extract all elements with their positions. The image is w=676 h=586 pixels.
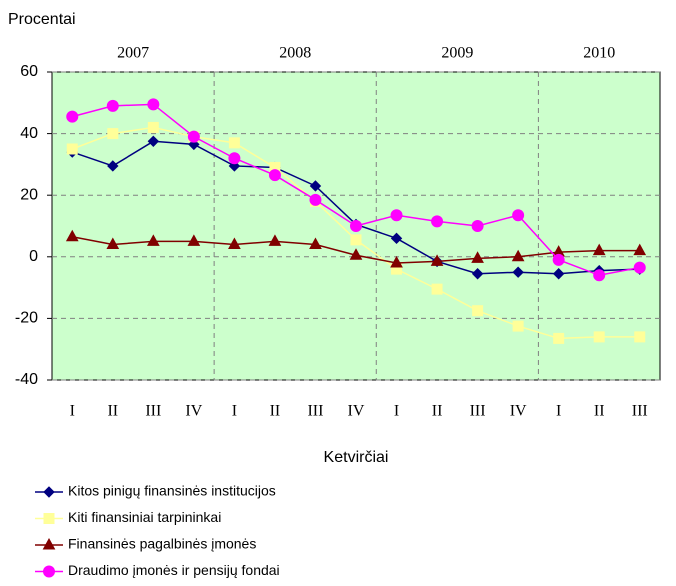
- y-tick-label: -40: [15, 371, 38, 388]
- marker: [633, 261, 646, 274]
- marker: [43, 565, 55, 578]
- marker: [106, 237, 120, 249]
- marker: [390, 255, 403, 268]
- marker: [228, 237, 241, 249]
- marker: [471, 251, 484, 263]
- marker: [106, 99, 119, 112]
- marker: [147, 98, 160, 111]
- y-tick-label: 0: [29, 248, 38, 265]
- marker: [553, 332, 565, 344]
- marker: [146, 234, 160, 246]
- x-tick-label: III: [470, 403, 486, 420]
- group-label: 2010: [583, 45, 615, 62]
- y-tick-label: -20: [15, 310, 38, 327]
- marker: [147, 135, 160, 148]
- legend-label: Kiti finansiniai tarpininkai: [68, 509, 221, 525]
- marker: [147, 121, 159, 133]
- x-tick-label: I: [232, 403, 237, 420]
- group-label: 2008: [279, 45, 311, 62]
- legend-label: Finansinės pagalbinės įmonės: [68, 536, 256, 552]
- series: [65, 229, 647, 268]
- marker: [431, 215, 444, 228]
- marker: [309, 237, 322, 249]
- x-tick-label: IV: [348, 403, 365, 420]
- marker: [471, 220, 484, 232]
- marker: [430, 254, 444, 266]
- marker: [512, 209, 525, 222]
- marker: [66, 110, 79, 123]
- x-tick-label: II: [270, 403, 281, 420]
- x-tick-label: II: [107, 403, 118, 420]
- y-tick-label: 20: [20, 186, 38, 203]
- x-tick-label: III: [145, 403, 161, 420]
- marker: [471, 268, 484, 280]
- x-tick-label: IV: [510, 403, 527, 420]
- marker: [592, 243, 606, 256]
- marker: [511, 249, 525, 262]
- series: [66, 121, 646, 344]
- marker: [350, 234, 362, 246]
- x-tick-label: III: [307, 403, 323, 420]
- marker: [309, 193, 322, 206]
- series: [66, 98, 646, 282]
- marker: [593, 269, 606, 282]
- x-tick-label: I: [556, 403, 561, 420]
- marker: [472, 305, 484, 317]
- marker: [107, 128, 119, 140]
- group-label: 2009: [441, 45, 473, 62]
- marker: [593, 331, 605, 343]
- marker: [228, 137, 240, 149]
- marker: [107, 160, 119, 172]
- x-tick-label: III: [632, 403, 648, 420]
- marker: [350, 220, 362, 232]
- marker: [65, 229, 79, 242]
- marker: [552, 253, 565, 266]
- marker: [431, 283, 443, 295]
- marker: [42, 537, 56, 550]
- x-tick-label: II: [432, 403, 443, 420]
- marker: [43, 486, 55, 498]
- group-label: 2007: [117, 45, 149, 62]
- y-axis-label: Procentai: [8, 11, 76, 28]
- legend-label: Draudimo įmonės ir pensijų fondai: [68, 562, 280, 578]
- x-tick-label: I: [394, 403, 399, 420]
- marker: [43, 513, 55, 524]
- y-tick-label: 60: [20, 63, 38, 80]
- marker: [512, 320, 524, 332]
- marker: [309, 180, 322, 192]
- marker: [66, 143, 78, 155]
- marker: [228, 152, 241, 165]
- marker: [633, 243, 647, 256]
- y-tick-label: 40: [20, 125, 38, 142]
- x-tick-label: I: [70, 403, 75, 420]
- marker: [187, 234, 201, 246]
- marker: [552, 268, 565, 280]
- marker: [512, 266, 524, 278]
- marker: [349, 248, 363, 260]
- x-axis-label: Ketvirčiai: [324, 449, 389, 466]
- x-tick-label: II: [594, 403, 605, 420]
- marker: [634, 331, 646, 343]
- legend-label: Kitos pinigų finansinės institucijos: [68, 483, 276, 499]
- marker: [268, 234, 282, 246]
- marker: [268, 169, 281, 182]
- marker: [390, 209, 403, 222]
- marker: [390, 232, 403, 245]
- marker: [187, 130, 200, 143]
- x-tick-label: IV: [185, 403, 202, 420]
